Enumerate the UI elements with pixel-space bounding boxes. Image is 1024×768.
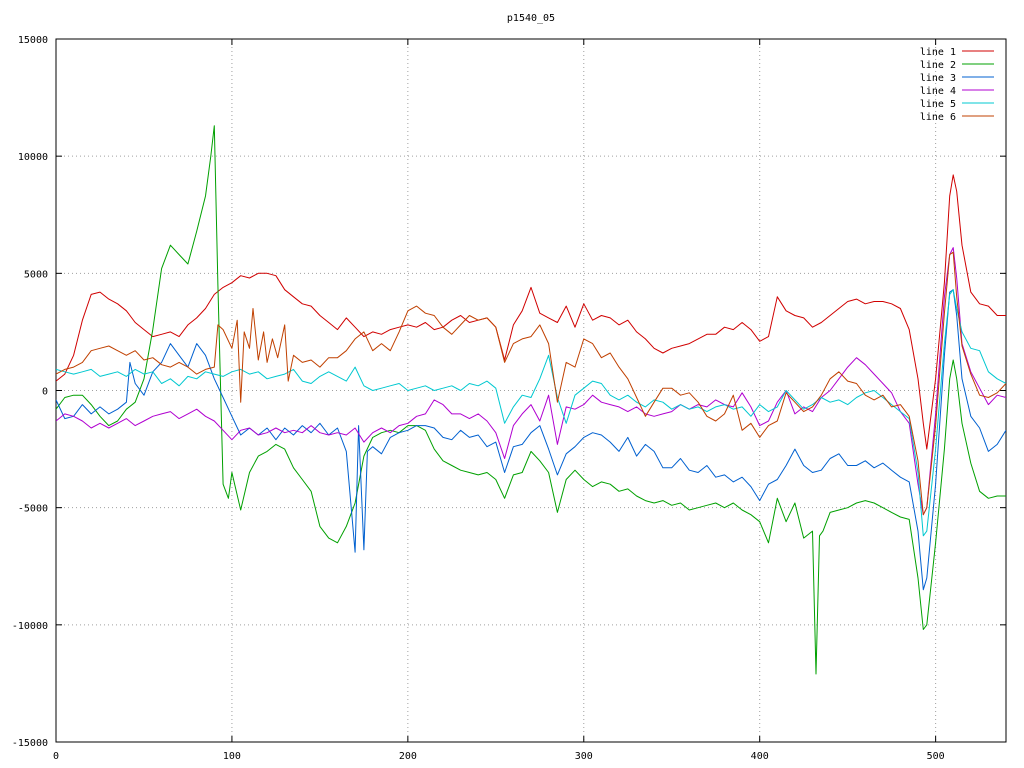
x-tick-label: 500 <box>927 751 945 762</box>
x-tick-label: 400 <box>751 751 769 762</box>
legend-label: line 4 <box>920 86 956 97</box>
legend-label: line 3 <box>920 73 956 84</box>
series-lines <box>56 125 1006 675</box>
x-tick-label: 100 <box>223 751 241 762</box>
y-tick-label: 5000 <box>24 269 48 280</box>
series-line-2 <box>56 125 1006 675</box>
series-line-6 <box>56 251 1006 516</box>
legend-label: line 2 <box>920 60 956 71</box>
legend: line 1 line 2 line 3 line 4 line 5 line 6 <box>920 47 994 123</box>
plot-frame <box>55 38 1007 743</box>
y-tick-label: -10000 <box>12 621 48 632</box>
x-tick-label: 200 <box>399 751 417 762</box>
y-tick-label: 10000 <box>18 152 48 163</box>
axes: 0 100 200 300 400 500 -15000 -10000 -5000 0 5000 10… <box>12 35 1007 762</box>
y-tick-label: 15000 <box>18 35 48 46</box>
series-line-4 <box>56 247 1006 516</box>
legend-label: line 6 <box>920 112 956 123</box>
chart-title: p1540_05 <box>507 13 555 24</box>
series-line-5 <box>56 289 1006 537</box>
grid-lines <box>56 39 1006 742</box>
y-tick-label: -5000 <box>18 504 48 515</box>
legend-label: line 1 <box>920 47 956 58</box>
y-tick-label: 0 <box>42 387 48 398</box>
legend-label: line 5 <box>920 99 956 110</box>
y-tick-label: -15000 <box>12 738 48 749</box>
x-tick-label: 300 <box>575 751 593 762</box>
x-tick-label: 0 <box>53 751 59 762</box>
series-line-3 <box>56 289 1006 591</box>
series-line-1 <box>56 174 1006 450</box>
